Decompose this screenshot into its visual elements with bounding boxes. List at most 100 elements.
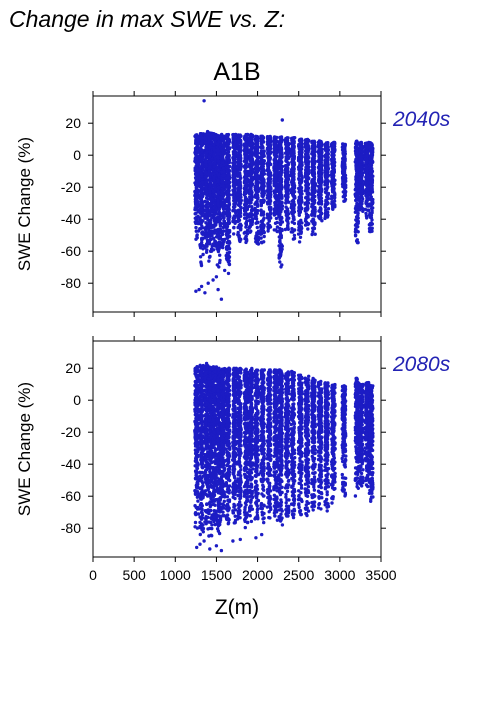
data-point — [331, 157, 336, 162]
data-point — [312, 200, 317, 205]
data-point — [259, 219, 264, 224]
data-point — [285, 196, 289, 201]
data-point — [311, 217, 315, 221]
data-point — [298, 142, 302, 146]
data-point — [274, 178, 278, 182]
data-point — [332, 195, 337, 199]
data-point — [255, 189, 260, 193]
data-point — [226, 217, 230, 221]
data-point — [278, 162, 282, 167]
data-point — [344, 190, 348, 194]
data-point — [199, 141, 204, 146]
data-point — [303, 209, 307, 213]
data-point — [277, 235, 281, 239]
data-point — [255, 170, 259, 174]
data-point — [267, 153, 271, 157]
data-point — [266, 222, 270, 226]
data-point — [237, 162, 242, 167]
data-point — [317, 174, 321, 178]
data-point — [195, 181, 199, 186]
data-point — [194, 141, 198, 146]
data-point — [200, 162, 204, 166]
data-point — [244, 164, 248, 168]
data-point — [225, 169, 230, 174]
data-point — [278, 173, 283, 177]
data-point — [285, 179, 290, 183]
data-point — [292, 183, 296, 187]
data-point — [298, 171, 302, 176]
data-point — [306, 166, 310, 170]
data-point — [317, 200, 322, 204]
data-point — [244, 147, 248, 151]
data-point — [284, 201, 288, 205]
data-point — [269, 216, 273, 220]
data-point — [213, 159, 217, 163]
data-point — [198, 218, 202, 222]
data-point — [274, 201, 278, 206]
data-point — [278, 144, 282, 148]
data-point — [195, 168, 199, 172]
data-point — [278, 253, 283, 257]
data-point — [268, 134, 272, 139]
data-point — [196, 200, 200, 204]
data-point — [285, 164, 289, 168]
data-point — [260, 180, 265, 184]
data-point — [216, 233, 221, 238]
data-point — [256, 163, 260, 168]
data-point — [262, 234, 266, 239]
data-point — [231, 205, 236, 209]
data-point — [232, 155, 236, 159]
data-point — [243, 230, 247, 234]
data-point — [242, 212, 247, 217]
data-point — [206, 218, 210, 222]
data-point — [260, 190, 265, 195]
data-point — [204, 196, 209, 200]
data-point — [273, 210, 277, 215]
data-point — [284, 155, 288, 159]
data-point — [299, 230, 303, 234]
data-point — [200, 208, 204, 212]
data-point — [198, 136, 203, 140]
data-point — [248, 225, 252, 229]
data-point — [226, 180, 231, 184]
data-point — [343, 197, 348, 202]
data-point — [216, 165, 220, 169]
data-point — [218, 222, 222, 227]
data-point — [216, 244, 221, 249]
data-point — [331, 175, 335, 180]
data-point — [265, 213, 270, 217]
data-point — [250, 161, 254, 165]
data-point — [259, 177, 264, 181]
data-point — [326, 213, 330, 217]
data-point — [254, 159, 259, 163]
data-point — [222, 219, 226, 223]
data-point — [256, 242, 261, 246]
data-point — [273, 152, 277, 157]
data-point — [279, 153, 283, 157]
data-point — [259, 208, 263, 212]
data-point — [265, 200, 270, 204]
data-point — [216, 156, 220, 160]
data-point — [306, 140, 310, 145]
data-point — [292, 233, 297, 238]
data-point — [268, 211, 273, 215]
data-point — [208, 242, 212, 246]
data-point — [208, 237, 213, 241]
data-point — [278, 246, 282, 251]
page-title: Change in max SWE vs. Z: — [9, 6, 286, 32]
data-point — [249, 175, 253, 179]
data-point — [225, 228, 229, 232]
data-point — [195, 215, 199, 219]
data-point — [283, 193, 288, 198]
data-point — [237, 234, 241, 238]
data-point — [249, 133, 254, 137]
data-point — [285, 215, 289, 219]
data-point — [216, 201, 220, 205]
data-point — [290, 210, 294, 214]
data-point — [248, 230, 252, 234]
data-point — [255, 235, 259, 239]
data-point — [203, 160, 208, 164]
data-point — [311, 197, 315, 201]
data-point — [306, 150, 310, 154]
data-point — [290, 170, 294, 174]
